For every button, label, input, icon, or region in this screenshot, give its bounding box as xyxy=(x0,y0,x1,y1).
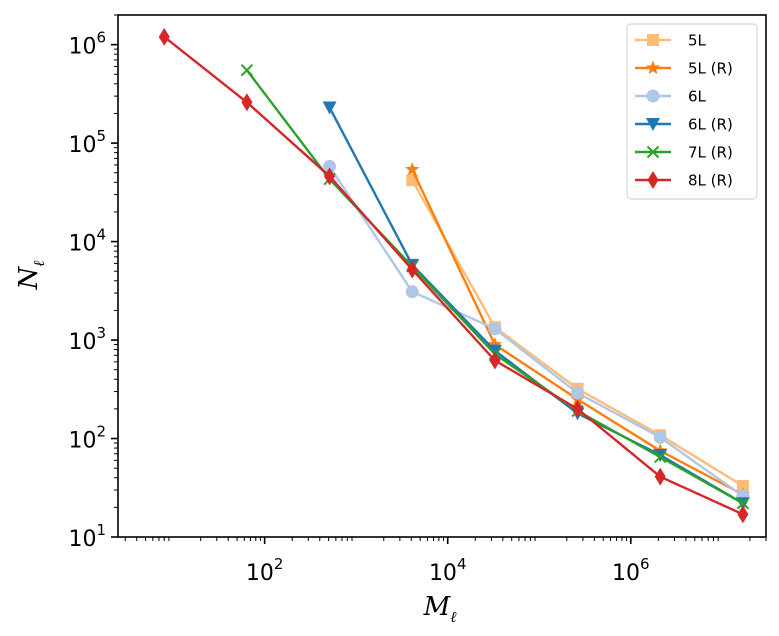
legend-label-5l: 5L xyxy=(688,32,707,50)
data-point-6l xyxy=(653,430,667,444)
data-point-6l xyxy=(323,159,337,173)
y-tick-label: 104 xyxy=(68,226,106,257)
data-point-7l-r xyxy=(654,450,667,464)
legend-entry-6l: 6L xyxy=(635,88,707,106)
x-tick-label: 104 xyxy=(429,555,467,586)
legend-label-5l-r: 5L (R) xyxy=(688,60,733,78)
legend-entry-7l-r: 7L (R) xyxy=(635,144,733,162)
plot-frame xyxy=(117,14,767,538)
data-point-8l-r xyxy=(489,351,501,370)
legend-marker-6l-r xyxy=(646,118,660,131)
legend-marker-5l-r xyxy=(645,60,661,75)
data-point-6l xyxy=(405,285,419,299)
series-line-5l xyxy=(411,179,744,487)
legend-label-8l-r: 8L (R) xyxy=(688,172,733,190)
y-tick-label: 102 xyxy=(68,423,106,454)
legend-label-7l-r: 7L (R) xyxy=(688,144,733,162)
series-5l xyxy=(406,174,749,492)
tick-labels: 102 104 106 101 102 103 104 105 106 xyxy=(68,29,649,586)
series-5l-r xyxy=(405,161,751,501)
data-point-5l xyxy=(736,479,749,492)
data-point-8l-r xyxy=(572,399,584,418)
data-point-7l-r xyxy=(736,497,750,510)
data-point-8l-r xyxy=(158,27,170,46)
data-point-6l xyxy=(571,386,585,400)
data-point-8l-r xyxy=(737,505,749,524)
series-line-8l-r xyxy=(163,35,744,516)
y-tick-label: 103 xyxy=(68,324,106,355)
y-tick-label: 101 xyxy=(68,521,106,552)
series-layer xyxy=(158,27,751,524)
legend-entry-8l-r: 8L (R) xyxy=(635,171,733,190)
data-point-6l-r xyxy=(322,101,337,115)
legend-marker-7l-r xyxy=(646,145,660,159)
series-line-5l-r xyxy=(411,168,744,496)
series-6l xyxy=(323,159,750,503)
y-axis-label: Nℓ xyxy=(14,261,48,291)
legend-marker-5l xyxy=(647,34,659,46)
major-ticks xyxy=(111,43,632,544)
data-point-6l xyxy=(488,322,502,336)
x-tick-label: 106 xyxy=(612,555,650,586)
x-axis-label: Mℓ xyxy=(423,592,457,626)
data-point-5l-r xyxy=(405,161,420,176)
y-tick-label: 106 xyxy=(68,29,106,60)
data-point-7l-r xyxy=(240,64,254,77)
legend-marker-8l-r xyxy=(647,171,659,189)
legend-label-6l-r: 6L (R) xyxy=(688,116,733,134)
legend-entries: 5L 5L (R) 6L 6L (R) 7L (R) 8L (R) xyxy=(635,32,733,190)
data-point-8l-r xyxy=(324,167,336,186)
series-line-6l xyxy=(328,165,744,498)
legend: 5L 5L (R) 6L 6L (R) 7L (R) 8L (R) xyxy=(626,23,758,200)
legend-entry-5l-r: 5L (R) xyxy=(635,60,733,78)
data-point-8l-r xyxy=(406,260,418,279)
data-point-8l-r xyxy=(241,93,253,112)
data-point-5l-r xyxy=(487,337,503,351)
series-8l-r xyxy=(158,27,749,524)
legend-label-6l: 6L xyxy=(688,88,707,106)
y-tick-label: 105 xyxy=(68,127,106,158)
data-point-8l-r xyxy=(654,467,666,486)
legend-entry-6l-r: 6L (R) xyxy=(635,116,733,134)
legend-entry-5l: 5L xyxy=(635,32,707,50)
data-point-6l-r xyxy=(487,344,502,358)
legend-marker-6l xyxy=(646,89,660,103)
x-tick-label: 102 xyxy=(246,555,284,586)
